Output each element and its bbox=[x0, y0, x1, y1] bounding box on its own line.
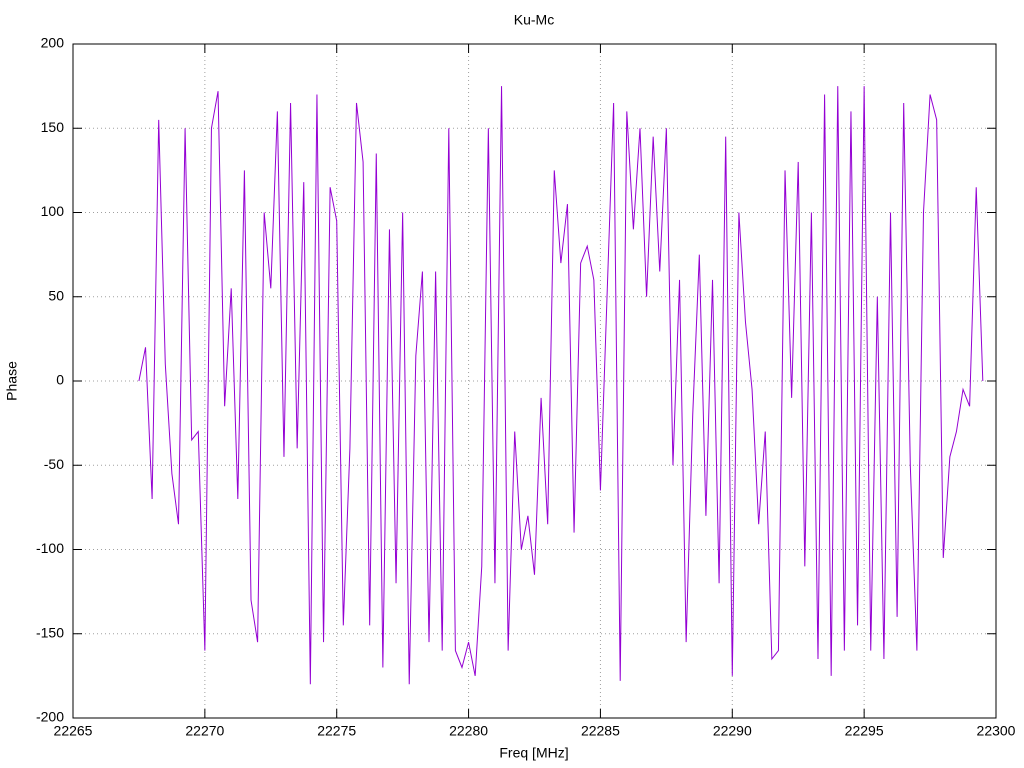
y-tick-label: 50 bbox=[48, 287, 64, 303]
x-tick-label: 22280 bbox=[449, 723, 488, 739]
x-tick-label: 22285 bbox=[581, 723, 620, 739]
chart-title: Ku-Mc bbox=[514, 12, 554, 28]
x-tick-label: 22265 bbox=[54, 723, 93, 739]
y-tick-label: 100 bbox=[41, 203, 65, 219]
plot-frame bbox=[72, 43, 997, 719]
x-tick-label: 22270 bbox=[185, 723, 224, 739]
x-axis-label: Freq [MHz] bbox=[499, 745, 568, 761]
y-tick-label: 150 bbox=[41, 119, 65, 135]
data-line bbox=[138, 86, 984, 685]
y-tick-label: -100 bbox=[36, 540, 64, 556]
y-tick-label: 200 bbox=[41, 35, 65, 51]
y-tick-label: 0 bbox=[56, 372, 64, 388]
x-tick-label: 22295 bbox=[845, 723, 884, 739]
y-tick-label: -150 bbox=[36, 624, 64, 640]
x-tick-label: 22300 bbox=[977, 723, 1016, 739]
y-axis-label: Phase bbox=[4, 361, 20, 401]
x-tick-label: 22290 bbox=[713, 723, 752, 739]
x-tick-label: 22275 bbox=[317, 723, 356, 739]
y-tick-label: -50 bbox=[44, 456, 64, 472]
y-tick-label: -200 bbox=[36, 709, 64, 725]
